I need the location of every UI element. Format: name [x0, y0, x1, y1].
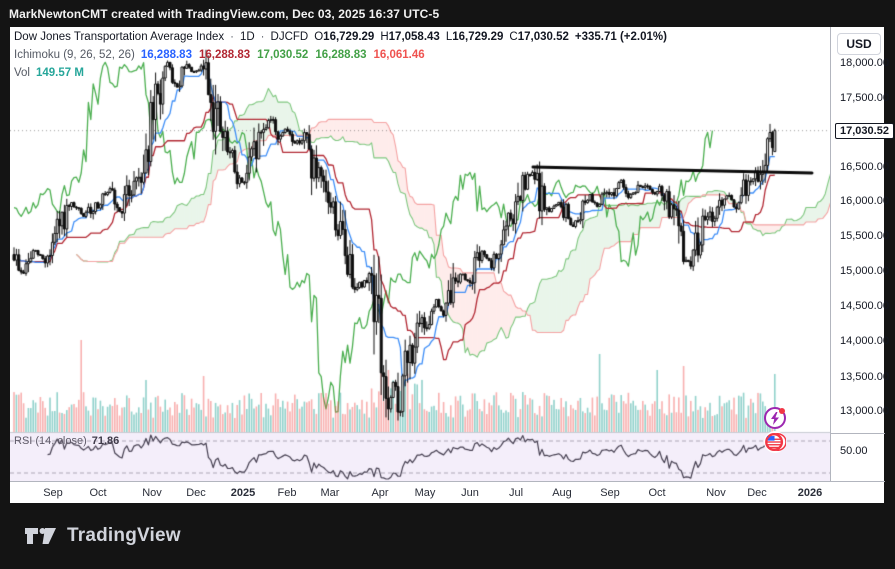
- time-tick-label: 2026: [797, 486, 823, 499]
- ichimoku-value: 16,061.46: [373, 49, 425, 61]
- time-tick-label: Sep: [600, 486, 620, 499]
- chart-sheet: Dow Jones Transportation Average Index ·…: [10, 27, 894, 503]
- interval-label: 1D: [239, 31, 255, 43]
- currency-button[interactable]: USD: [837, 33, 881, 55]
- price-tick-label: 18,000.00: [840, 57, 889, 69]
- price-tick-label: 14,000.00: [840, 335, 889, 347]
- time-tick-label: 2025: [230, 486, 256, 499]
- rsi-value: 71.86: [91, 435, 120, 447]
- price-tick-label: 13,500.00: [840, 371, 889, 383]
- price-tick-label: 16,000.00: [840, 195, 889, 207]
- notification-dot: [779, 408, 785, 414]
- ichimoku-value: 16,288.83: [315, 49, 367, 61]
- economic-events-icon[interactable]: [764, 431, 786, 453]
- price-axis[interactable]: USD 18,000.00 17,500.00 16,500.00 16,000.00…: [830, 27, 894, 503]
- price-chart-canvas[interactable]: [10, 27, 830, 481]
- us-flag-icon: [765, 433, 786, 451]
- time-axis[interactable]: Sep Oct Nov Dec 2025 Feb Mar Apr May Jun Jul Aug Sep…: [10, 481, 884, 503]
- time-tick-label: Dec: [186, 486, 206, 499]
- time-tick-label: Mar: [320, 486, 340, 499]
- rsi-axis-tick: 50.00: [840, 445, 868, 457]
- tradingview-mark-icon: [25, 528, 56, 544]
- time-tick-label: Nov: [706, 486, 726, 499]
- ichimoku-label: Ichimoku (9, 26, 52, 26): [14, 49, 135, 61]
- price-tick-label: 15,000.00: [840, 265, 889, 277]
- volume-legend-row[interactable]: Vol 149.57 M: [14, 67, 667, 85]
- event-markers: [764, 407, 786, 453]
- ichimoku-value: 17,030.52: [257, 49, 309, 61]
- axis-separator: [831, 433, 885, 434]
- time-tick-label: Oct: [648, 486, 666, 499]
- price-tick-label: 14,500.00: [840, 300, 889, 312]
- time-tick-label: May: [414, 486, 436, 499]
- time-tick-label: Jun: [461, 486, 479, 499]
- price-tick-label: 13,000.00: [840, 405, 889, 417]
- time-tick-label: Nov: [142, 486, 162, 499]
- ichimoku-value: 16,288.83: [140, 49, 192, 61]
- exchange-label: DJCFD: [270, 31, 309, 43]
- price-tick-label: 16,500.00: [840, 161, 889, 173]
- symbol-legend-row[interactable]: Dow Jones Transportation Average Index ·…: [14, 31, 667, 43]
- earnings-event-icon[interactable]: [764, 407, 786, 429]
- rsi-indicator-label[interactable]: RSI (14, close) 71.86: [14, 435, 120, 447]
- volume-label: Vol: [14, 67, 30, 79]
- tradingview-logo[interactable]: TradingView: [24, 525, 181, 547]
- time-tick-label: Apr: [371, 486, 389, 499]
- change-value: +335.71 (+2.01%): [574, 31, 667, 43]
- low-value: L16,729.29: [445, 31, 504, 43]
- price-tick-label: 15,500.00: [840, 230, 889, 242]
- tradingview-logo-text: TradingView: [67, 525, 181, 546]
- chart-legend: Dow Jones Transportation Average Index ·…: [14, 31, 667, 85]
- ichimoku-legend-row[interactable]: Ichimoku (9, 26, 52, 26) 16,288.83 16,288…: [14, 49, 667, 67]
- lightning-bolt-icon: [771, 411, 779, 425]
- ichimoku-values: 16,288.83 16,288.83 17,030.52 16,288.83 16,0…: [141, 49, 432, 61]
- time-tick-label: Aug: [552, 486, 572, 499]
- price-tick-label: 17,500.00: [840, 92, 889, 104]
- time-tick-label: Feb: [277, 486, 297, 499]
- close-value: C17,030.52: [509, 31, 569, 43]
- attribution-bar: MarkNewtonCMT created with TradingView.c…: [0, 0, 895, 27]
- high-value: H17,058.43: [380, 31, 440, 43]
- attribution-text: MarkNewtonCMT created with TradingView.c…: [9, 6, 440, 21]
- volume-value: 149.57 M: [36, 67, 84, 79]
- open-value: O16,729.29: [314, 31, 375, 43]
- footer-bar: TradingView: [0, 503, 895, 569]
- time-tick-label: Oct: [89, 486, 107, 499]
- time-tick-label: Jul: [508, 486, 524, 499]
- last-price-badge: 17,030.52: [835, 123, 894, 139]
- time-tick-label: Dec: [747, 486, 767, 499]
- time-tick-label: Sep: [43, 486, 63, 499]
- ichimoku-value: 16,288.83: [198, 49, 251, 61]
- symbol-title: Dow Jones Transportation Average Index: [14, 31, 225, 43]
